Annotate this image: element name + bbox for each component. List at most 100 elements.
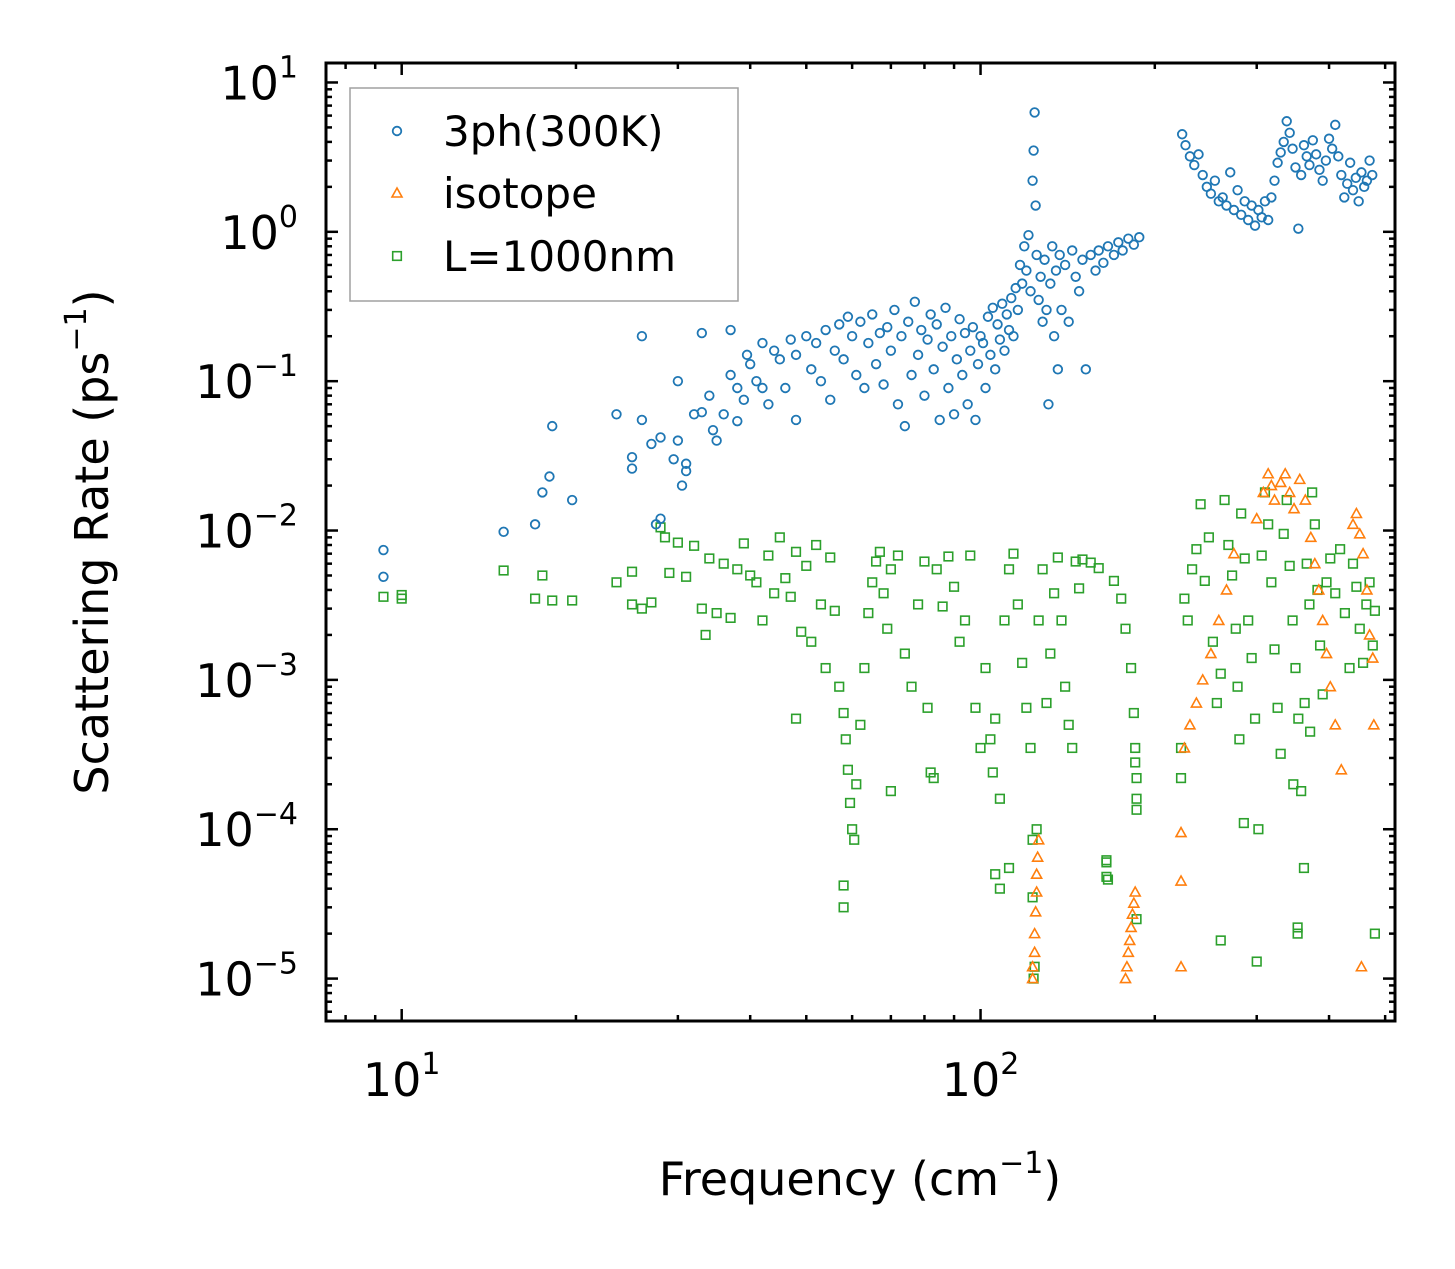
data-point: [1355, 960, 1368, 972]
data-point: [1134, 232, 1145, 243]
data-point: [1050, 265, 1062, 276]
data-point: [1314, 164, 1325, 176]
data-point: [768, 345, 780, 356]
data-point: [970, 702, 981, 713]
data-point: [1246, 652, 1257, 664]
data-point: [951, 354, 963, 365]
plot-frame: [324, 61, 1397, 1023]
data-point: [892, 399, 904, 410]
data-point: [1262, 214, 1274, 226]
data-point: [1211, 697, 1222, 709]
tick-base: 10: [195, 355, 254, 409]
data-point: [1101, 857, 1112, 868]
data-point: [943, 551, 954, 562]
data-point: [903, 316, 914, 327]
y-axis-label-exp: −1: [59, 307, 94, 351]
data-point: [725, 369, 736, 381]
data-point: [1130, 757, 1141, 768]
legend-label: L=1000nm: [443, 232, 676, 281]
data-point: [1323, 680, 1337, 692]
data-point: [1328, 718, 1342, 730]
data-point: [851, 369, 862, 381]
data-point: [1266, 192, 1277, 203]
data-point: [1344, 157, 1356, 168]
data-point: [1125, 662, 1137, 674]
data-point: [940, 302, 951, 313]
data-point: [1056, 304, 1067, 316]
data-point: [700, 629, 711, 641]
y-tick-label: 100: [220, 200, 298, 260]
data-point: [1077, 254, 1088, 265]
data-point: [838, 902, 849, 913]
data-point: [745, 570, 756, 581]
legend-entry-2: isotope: [390, 169, 597, 218]
data-point: [498, 565, 509, 576]
data-point: [1203, 532, 1214, 543]
data-point: [1305, 726, 1316, 737]
data-point: [672, 375, 684, 387]
data-point: [1001, 309, 1012, 320]
data-point: [1238, 817, 1249, 829]
data-point: [696, 603, 707, 614]
y-tick-label: 101: [220, 50, 298, 110]
data-point: [801, 560, 812, 571]
data-point: [711, 435, 722, 446]
data-point: [975, 331, 986, 342]
data-point: [1360, 583, 1374, 595]
data-point: [999, 345, 1010, 356]
data-point: [636, 603, 648, 614]
data-point: [1033, 615, 1044, 626]
data-point: [1358, 181, 1370, 193]
data-point: [994, 793, 1005, 804]
data-point: [825, 394, 836, 406]
tick-base: 10: [195, 654, 254, 708]
data-point: [1225, 167, 1236, 178]
tick-base: 10: [220, 56, 279, 110]
data-point: [899, 648, 910, 659]
data-point: [1029, 107, 1040, 118]
data-point: [1182, 615, 1193, 626]
data-point: [725, 612, 736, 624]
data-point: [977, 337, 989, 349]
data-point: [1356, 167, 1367, 178]
data-point: [1269, 644, 1280, 655]
data-point: [990, 869, 1001, 880]
data-point: [646, 597, 657, 608]
data-point: [1219, 494, 1230, 506]
data-point: [820, 662, 831, 674]
data-point: [1041, 697, 1052, 709]
data-point: [1189, 159, 1200, 171]
data-point: [732, 382, 743, 394]
data-point: [1121, 945, 1135, 958]
data-point: [1275, 147, 1286, 158]
data-point: [1317, 175, 1328, 186]
data-point: [1272, 157, 1283, 168]
data-point: [1239, 553, 1250, 564]
data-point: [1363, 628, 1376, 640]
data-point: [1080, 364, 1092, 375]
data-point: [1014, 259, 1026, 271]
data-point: [990, 713, 1001, 724]
data-point: [1354, 623, 1365, 634]
data-point: [1174, 825, 1188, 838]
data-point: [1339, 192, 1350, 203]
data-point: [1320, 646, 1333, 659]
data-point: [704, 390, 715, 401]
data-point: [1295, 169, 1307, 181]
data-point: [704, 553, 715, 564]
data-point: [829, 345, 840, 356]
y-tick-label: 10−5: [195, 947, 298, 1007]
data-point: [1350, 506, 1363, 519]
data-point: [1123, 933, 1137, 946]
data-point: [1261, 467, 1275, 479]
data-point: [815, 375, 827, 387]
data-point: [1085, 249, 1096, 261]
data-point: [1212, 613, 1226, 626]
data-point: [1016, 278, 1028, 289]
data-point: [1063, 719, 1074, 730]
data-point: [954, 313, 965, 325]
tick-exponent: −4: [254, 797, 298, 832]
data-point: [1054, 249, 1065, 261]
data-point: [790, 546, 802, 557]
data-point: [1243, 214, 1254, 226]
